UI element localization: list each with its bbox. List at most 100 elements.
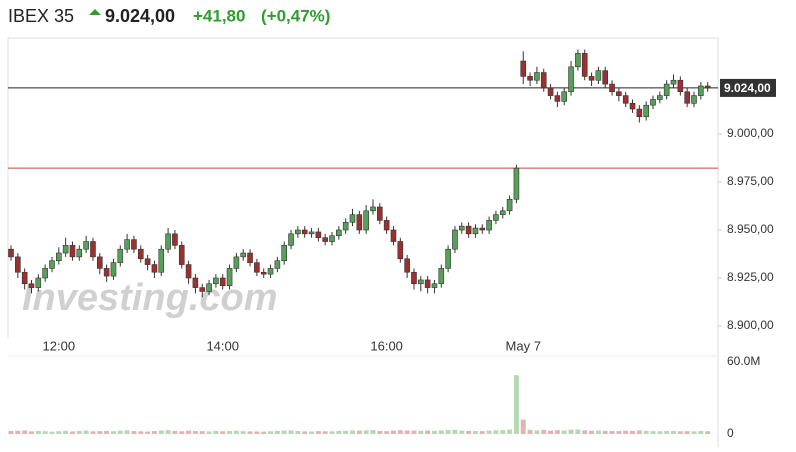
candle-body (520, 60, 527, 77)
candle-body (417, 279, 424, 285)
candle-body (281, 245, 288, 262)
candle-body (90, 241, 96, 258)
volume-bar (500, 430, 506, 434)
volume-bar (377, 430, 383, 434)
volume-bar (172, 430, 178, 434)
volume-bar (609, 431, 615, 434)
volume-bar (104, 430, 110, 434)
volume-bar (677, 431, 683, 434)
candle-body (445, 248, 451, 269)
volume-bar (534, 430, 540, 434)
volume-bar (145, 431, 151, 434)
candle-body (643, 104, 649, 118)
candle-body (172, 233, 178, 246)
volume-bar (589, 430, 595, 434)
volume-bar (165, 430, 171, 434)
volume-bar (630, 430, 636, 434)
volume-bar (8, 431, 14, 434)
candle-body (684, 91, 690, 104)
candle-body (62, 245, 69, 254)
candle-body (199, 287, 206, 292)
watermark: Investing.com (22, 277, 278, 319)
candle-body (137, 248, 144, 260)
candle-body (575, 53, 581, 68)
volume-bar (363, 430, 369, 434)
candle-body (124, 239, 130, 250)
volume-bar (452, 429, 458, 434)
volume-bar (97, 431, 103, 434)
candle-body (383, 220, 390, 231)
volume-bar (281, 430, 287, 434)
candle-body (206, 283, 212, 292)
candle-body (540, 72, 547, 89)
volume-bar (158, 430, 164, 434)
candle-body (83, 241, 89, 250)
volume-bar (466, 430, 472, 434)
volume-bar (151, 431, 157, 434)
candle-body (561, 91, 568, 102)
volume-bar (568, 429, 574, 434)
candle-body (486, 220, 492, 231)
candle-body (158, 248, 165, 273)
volume-bar (336, 430, 342, 434)
last-price-box (720, 78, 776, 97)
candle-body (96, 256, 103, 269)
volume-tick-label: 60.0M (727, 354, 760, 368)
candle-body (144, 258, 151, 265)
x-tick-label: 14:00 (206, 338, 239, 353)
volume-bar (493, 430, 499, 434)
candle-body (554, 95, 561, 102)
volume-bar (179, 431, 185, 434)
volume-bar (76, 431, 82, 434)
candle-body (616, 91, 622, 96)
candle-body (288, 233, 294, 246)
x-tick-label: 12:00 (43, 338, 76, 353)
volume-bar (322, 431, 328, 434)
volume-bar (110, 431, 116, 434)
candle-body (21, 271, 28, 285)
volume-bar (350, 430, 355, 434)
volume-bar (561, 430, 567, 434)
volume-bar (131, 431, 137, 434)
candle-body (704, 85, 711, 89)
volume-bar (636, 430, 642, 434)
candle-body (110, 262, 117, 277)
candle-body (151, 264, 158, 273)
volume-bar (274, 430, 280, 434)
price: 9.024,00 (105, 6, 175, 26)
candle-body (342, 222, 349, 231)
volume-bar (268, 431, 274, 434)
candle-body (254, 262, 260, 273)
candle-body (15, 256, 21, 273)
symbol: IBEX 35 (8, 6, 74, 26)
candle-body (472, 227, 479, 235)
candle-body (452, 229, 458, 250)
volume-bar (63, 430, 69, 434)
change: +41,80 (193, 6, 245, 25)
volume-bar (83, 430, 89, 434)
volume-bar (575, 429, 581, 434)
candle-body (636, 108, 643, 118)
y-tick-label: 8.925,00 (727, 270, 774, 284)
volume-bar (671, 431, 677, 434)
candle-body (117, 248, 124, 263)
candle-body (213, 277, 219, 285)
candle-body (49, 260, 55, 269)
candle-body (247, 252, 253, 263)
candle-body (513, 167, 520, 200)
candle-body (568, 66, 574, 93)
volume-bar (445, 429, 451, 434)
volume-bar (623, 430, 629, 434)
volume-bar (431, 430, 437, 434)
candle-body (370, 206, 376, 212)
volume-bar (261, 431, 267, 434)
candle-body (493, 214, 499, 221)
volume-bar (404, 430, 410, 434)
candle-body (438, 268, 445, 285)
volume-bar (438, 430, 444, 434)
volume-bar (28, 431, 34, 434)
candle-body (219, 277, 226, 286)
volume-bar (459, 430, 465, 434)
